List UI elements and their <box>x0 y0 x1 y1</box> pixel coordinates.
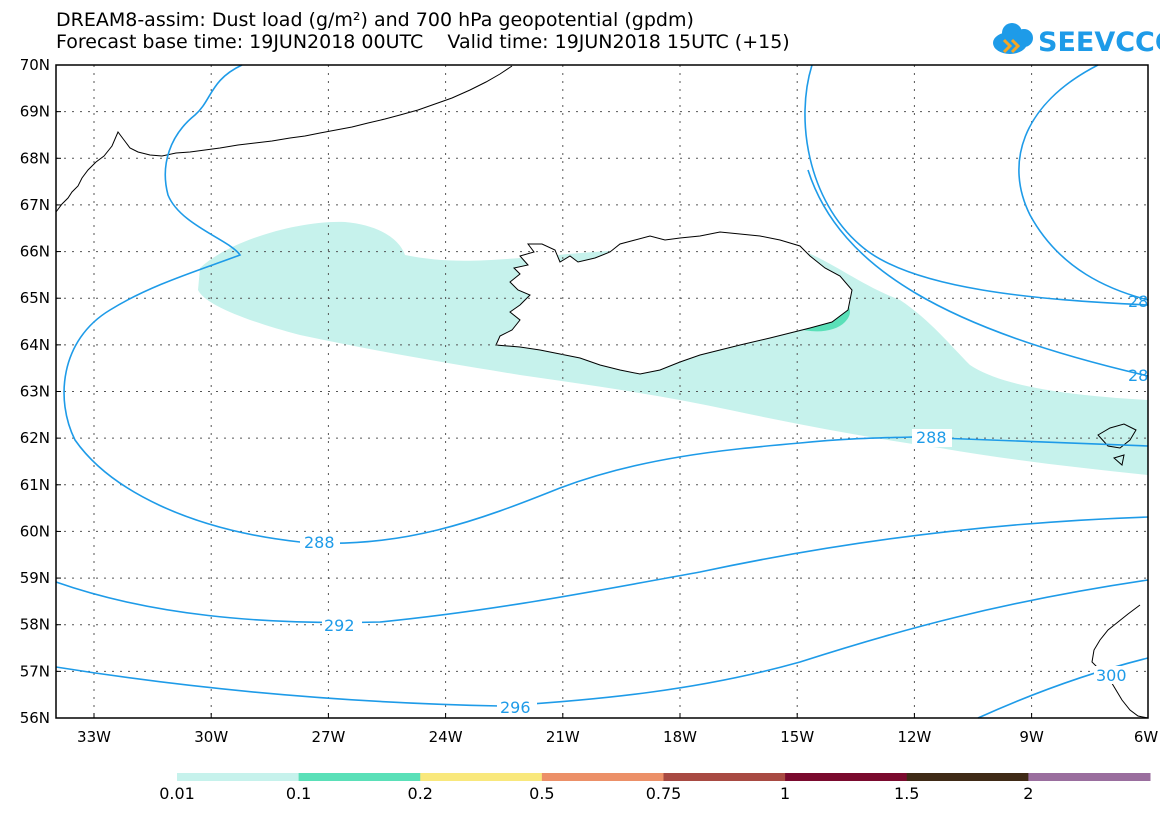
contour-label-28-lower: 28 <box>1128 366 1148 385</box>
axis-labels: 70N 69N 68N 67N 66N 65N 64N 63N 62N 61N 60N 59N 58N 5… <box>20 56 1159 746</box>
lat-label: 69N <box>20 103 50 121</box>
legend-label: 0.75 <box>645 784 682 803</box>
legend-swatch <box>298 773 421 781</box>
legend-swatch <box>177 773 300 781</box>
lat-label: 57N <box>20 662 50 680</box>
contour-label-300: 300 <box>1096 666 1127 685</box>
scotland-coastline <box>1091 604 1149 719</box>
contour-288-main <box>63 64 1149 545</box>
lon-label: 21W <box>546 728 580 746</box>
lon-label: 9W <box>1019 728 1044 746</box>
legend-label: 1.5 <box>894 784 920 803</box>
seevccc-logo: SEEVCCC <box>993 23 1160 58</box>
map-subtitle-times: Forecast base time: 19JUN2018 00UTC Vali… <box>56 31 790 53</box>
legend-label: 0.2 <box>407 784 433 803</box>
contour-label-288-west: 288 <box>304 533 335 552</box>
legend-swatch <box>541 773 664 781</box>
lat-label: 59N <box>20 569 50 587</box>
lat-label: 65N <box>20 289 50 307</box>
contour-label-296: 296 <box>500 698 531 717</box>
lat-label: 67N <box>20 196 50 214</box>
lon-label: 6W <box>1134 728 1159 746</box>
contour-label-28-upper: 28 <box>1128 292 1148 311</box>
legend-label: 1 <box>780 784 791 803</box>
lon-label: 27W <box>311 728 345 746</box>
lat-label: 60N <box>20 522 50 540</box>
legend-swatch <box>1028 773 1151 781</box>
contour-labels: 288 288 292 296 300 28 28 <box>300 292 1148 717</box>
faroe-islands <box>1097 423 1137 466</box>
legend-swatch <box>785 773 908 781</box>
lat-label: 63N <box>20 383 50 401</box>
lat-label: 56N <box>20 709 50 727</box>
lat-label: 70N <box>20 56 50 74</box>
lat-lon-grid <box>56 65 1148 718</box>
legend-label: 0.5 <box>529 784 555 803</box>
contour-288-east-a <box>804 64 1149 306</box>
lon-label: 30W <box>194 728 228 746</box>
lat-label: 68N <box>20 149 50 167</box>
legend-swatch <box>420 773 543 781</box>
greenland-coastline <box>55 65 513 213</box>
contour-label-292: 292 <box>324 616 355 635</box>
legend-label: 0.01 <box>159 784 195 803</box>
lat-label: 66N <box>20 243 50 261</box>
legend-swatch <box>906 773 1029 781</box>
lat-label: 58N <box>20 616 50 634</box>
legend-label: 0.1 <box>285 784 312 803</box>
lat-label: 62N <box>20 429 50 447</box>
contour-288-east-c <box>807 169 1149 377</box>
logo-text: SEEVCCC <box>1038 27 1160 58</box>
lon-label: 15W <box>780 728 814 746</box>
geopotential-contours <box>55 64 1149 719</box>
contour-292 <box>55 516 1149 624</box>
legend-label: 2 <box>1023 784 1034 803</box>
contour-300 <box>977 657 1149 719</box>
cloud-icon <box>993 23 1033 54</box>
legend-colorbar <box>177 773 1151 781</box>
lon-label: 24W <box>429 728 463 746</box>
map-title: DREAM8-assim: Dust load (g/m²) and 700 h… <box>56 9 694 31</box>
lat-label: 61N <box>20 476 50 494</box>
legend-swatch <box>663 773 786 781</box>
lon-label: 33W <box>77 728 111 746</box>
lat-label: 64N <box>20 336 50 354</box>
contour-label-288-east: 288 <box>916 428 947 447</box>
lon-label: 12W <box>897 728 931 746</box>
contour-288-east-b <box>1018 64 1149 301</box>
lon-label: 18W <box>663 728 697 746</box>
contour-296 <box>55 579 1149 707</box>
